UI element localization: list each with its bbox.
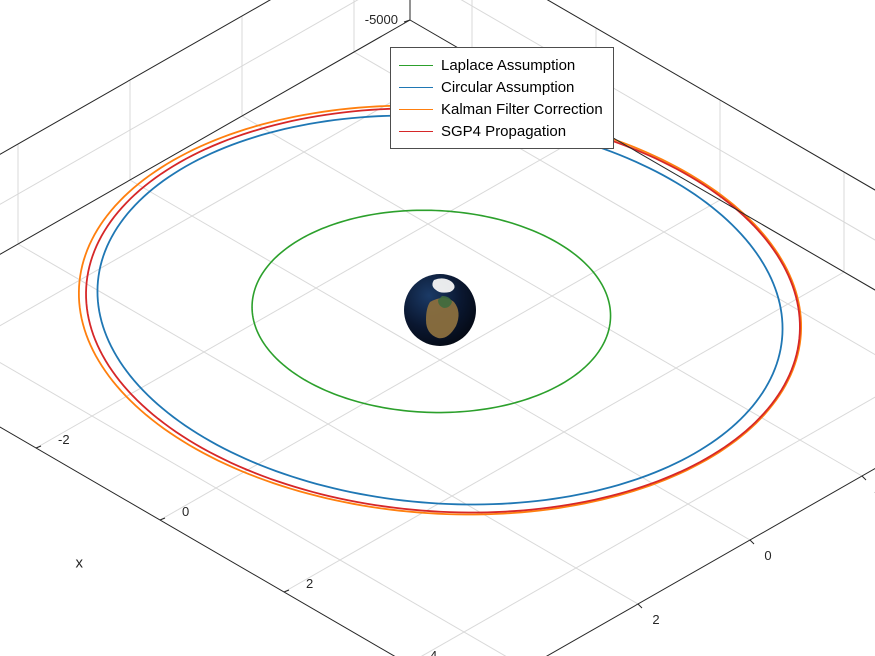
svg-text:4: 4 — [430, 648, 437, 656]
legend-label: Kalman Filter Correction — [441, 101, 603, 118]
legend-swatch — [399, 109, 433, 110]
svg-text:-5000: -5000 — [365, 12, 398, 27]
svg-text:2: 2 — [652, 612, 659, 627]
legend-label: Circular Assumption — [441, 79, 574, 96]
svg-text:0: 0 — [182, 504, 189, 519]
legend-item-sgp4-propagation: SGP4 Propagation — [399, 120, 603, 142]
svg-text:2: 2 — [306, 576, 313, 591]
legend-swatch — [399, 65, 433, 66]
legend-label: Laplace Assumption — [441, 57, 575, 74]
svg-text:-2: -2 — [58, 432, 70, 447]
legend-item-laplace-assumption: Laplace Assumption — [399, 54, 603, 76]
legend-item-kalman-filter-correction: Kalman Filter Correction — [399, 98, 603, 120]
legend-label: SGP4 Propagation — [441, 123, 566, 140]
svg-text:x: x — [75, 555, 83, 572]
legend-item-circular-assumption: Circular Assumption — [399, 76, 603, 98]
svg-text:0: 0 — [764, 548, 771, 563]
orbit-3d-plot: -4-2024-4-2024-500005000×10⁴×10⁴ yxz Lap… — [0, 0, 875, 656]
legend-swatch — [399, 131, 433, 132]
legend: Laplace Assumption Circular Assumption Kal… — [390, 47, 614, 149]
legend-swatch — [399, 87, 433, 88]
